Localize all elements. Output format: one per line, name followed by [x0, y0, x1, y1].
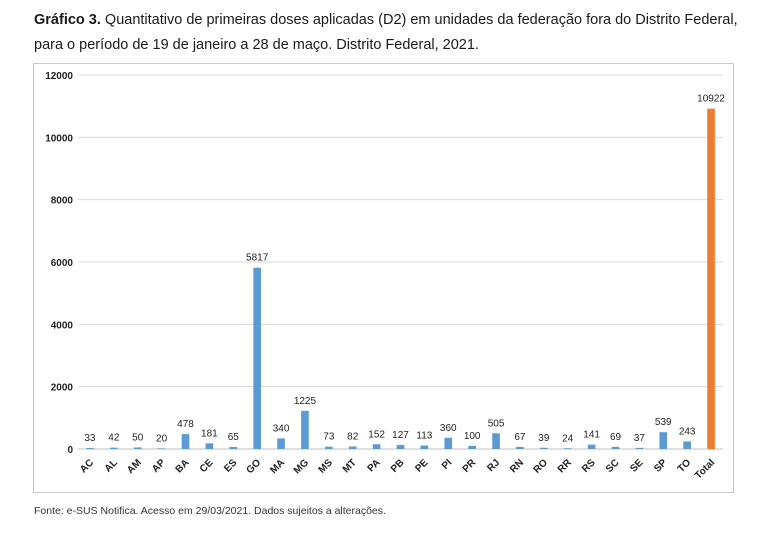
x-tick-label: PE	[413, 457, 430, 474]
x-tick-label: RO	[532, 457, 551, 476]
x-tick-label: AP	[150, 457, 168, 475]
data-label: 82	[347, 431, 359, 442]
data-label: 505	[488, 418, 505, 429]
data-label: 113	[416, 430, 432, 441]
y-tick-label: 8000	[51, 196, 74, 207]
data-label: 65	[228, 432, 240, 443]
x-tick-label: MS	[317, 457, 336, 476]
data-label: 141	[583, 430, 600, 441]
bar-ap	[157, 448, 166, 450]
bar-ro	[540, 447, 548, 449]
data-label: 478	[177, 419, 194, 430]
bar-total	[707, 108, 715, 450]
data-label: 360	[440, 423, 457, 434]
bar-to	[683, 441, 691, 449]
x-tick-label: RN	[508, 457, 526, 475]
x-tick-label: AL	[103, 457, 120, 474]
x-tick-label: RS	[580, 457, 598, 475]
x-tick-label: MA	[268, 457, 287, 476]
x-tick-label: CE	[198, 457, 216, 475]
bar-pa	[372, 444, 381, 449]
bar-ce	[205, 443, 214, 449]
data-label: 539	[655, 417, 672, 428]
bar-ac	[86, 447, 94, 449]
x-tick-label: PI	[440, 457, 455, 472]
y-tick-label: 6000	[51, 258, 74, 269]
x-tick-label: ES	[222, 457, 239, 474]
x-tick-label: RJ	[485, 457, 502, 474]
y-tick-label: 2000	[51, 383, 74, 394]
bar-al	[110, 447, 118, 449]
x-tick-label: AM	[125, 457, 144, 476]
data-label: 5817	[246, 253, 269, 264]
data-label: 243	[679, 426, 696, 437]
bar-sc	[611, 446, 620, 449]
bar-pi	[444, 437, 453, 449]
data-label: 127	[392, 430, 409, 441]
y-tick-label: 12000	[45, 71, 73, 82]
chart-caption: Gráfico 3. Quantitativo de primeiras dos…	[34, 8, 754, 58]
bar-rj	[492, 433, 500, 449]
bar-chart: 0 2000 4000 6000 8000 10000 12000 33 AC 42 AL 50 AM 2…	[45, 71, 725, 481]
x-tick-label: TO	[676, 457, 694, 475]
x-tick-label: MT	[341, 457, 359, 475]
data-label: 50	[132, 432, 144, 443]
bar-ba	[181, 434, 190, 449]
bar-mg	[301, 410, 309, 449]
x-tick-label: Total	[693, 457, 717, 481]
bar-mt	[348, 446, 357, 449]
x-tick-label: PA	[366, 457, 383, 474]
caption-prefix: Gráfico 3.	[34, 12, 101, 28]
bar-es	[229, 446, 238, 449]
bar-am	[133, 447, 142, 449]
x-tick-label: RR	[556, 457, 575, 476]
data-label: 340	[273, 423, 290, 434]
data-label: 33	[84, 433, 96, 444]
y-tick-label: 10000	[45, 133, 73, 144]
x-tick-label: PR	[461, 457, 479, 475]
x-tick-label: AC	[78, 457, 96, 475]
caption-text: Quantitativo de primeiras doses aplicada…	[34, 12, 738, 53]
data-label: 1225	[294, 396, 317, 407]
data-label: 10922	[697, 94, 725, 105]
data-label: 73	[323, 432, 335, 443]
bar-ms	[325, 446, 333, 449]
bar-pb	[396, 445, 405, 449]
x-tick-label: PB	[389, 457, 407, 475]
data-label: 100	[464, 431, 481, 442]
data-label: 69	[610, 432, 622, 443]
y-tick-label: 0	[67, 445, 73, 456]
bar-ma	[277, 438, 285, 449]
y-tick-label: 4000	[51, 320, 74, 331]
bar-pe	[420, 445, 429, 449]
chart-frame	[33, 63, 734, 493]
bar-sp	[659, 432, 668, 449]
data-label: 67	[514, 432, 526, 443]
data-label: 37	[634, 433, 646, 444]
x-tick-label: SE	[628, 457, 645, 474]
data-label: 152	[368, 429, 385, 440]
data-label: 39	[538, 433, 550, 444]
data-label: 20	[156, 433, 168, 444]
bar-rn	[516, 446, 524, 449]
bar-se	[635, 447, 644, 449]
data-label: 24	[562, 433, 574, 444]
x-tick-label: SP	[652, 457, 669, 474]
bar-rs	[587, 444, 596, 449]
source-note: Fonte: e-SUS Notifica. Acesso em 29/03/2…	[34, 505, 386, 517]
x-tick-label: GO	[245, 457, 264, 476]
bar-go	[253, 267, 261, 449]
bar-pr	[468, 445, 476, 449]
x-tick-label: BA	[174, 457, 192, 475]
data-label: 181	[201, 428, 218, 439]
data-label: 42	[108, 433, 120, 444]
x-tick-label: MG	[292, 457, 311, 476]
x-tick-label: SC	[604, 457, 622, 475]
bar-rr	[563, 448, 572, 450]
